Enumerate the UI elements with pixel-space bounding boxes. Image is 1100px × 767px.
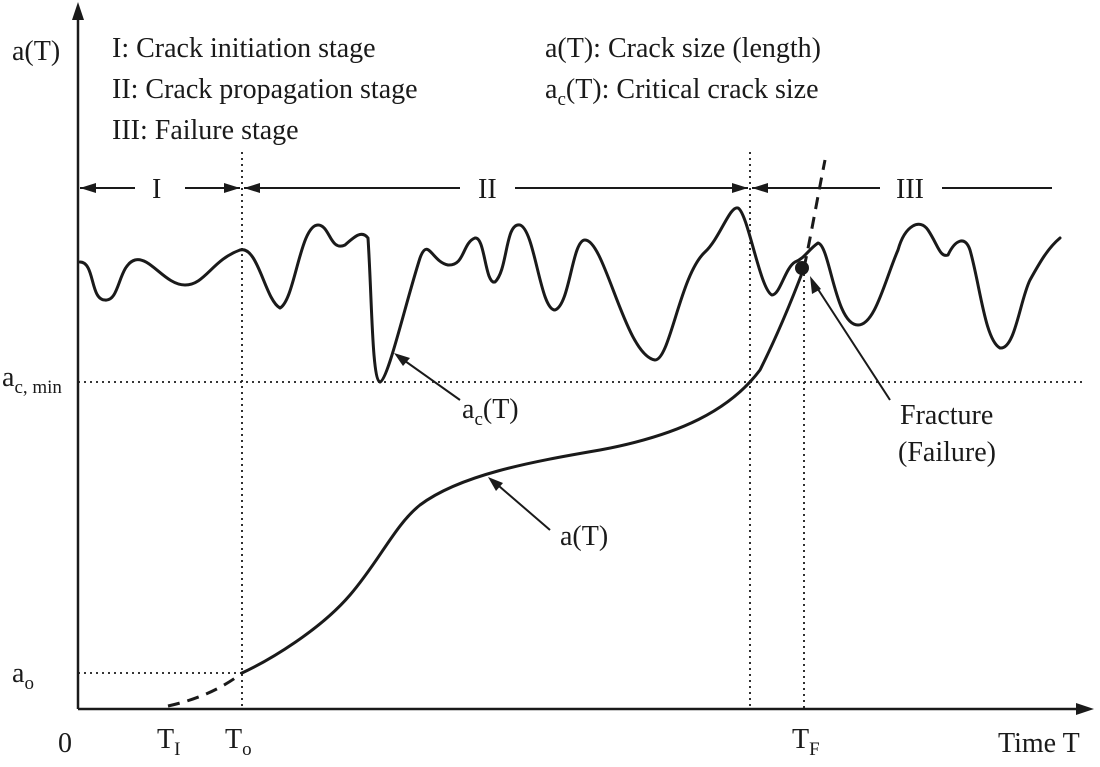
ti-tick-label: TI — [157, 724, 180, 760]
crack-size-curve — [240, 266, 806, 675]
legend-stage-3: III: Failure stage — [112, 115, 299, 146]
failure-point — [795, 261, 809, 275]
reference-lines — [78, 152, 1082, 709]
at-curve-annotation: a(T) — [560, 521, 608, 552]
fracture-pointer-line — [811, 279, 891, 401]
origin-label: 0 — [58, 728, 72, 759]
legend-crack-size: a(T): Crack size (length) — [545, 33, 821, 64]
ac-curve-annotation: ac(T) — [462, 394, 519, 430]
x-axis-arrowhead — [1076, 703, 1094, 715]
stage-ii-label: II — [478, 174, 497, 205]
crack-size-extrapolation-lower — [167, 671, 243, 708]
stage-arrows — [80, 183, 1052, 193]
to-tick-label: To — [225, 724, 252, 760]
annotation-arrows — [394, 276, 891, 531]
stage-i-label: I — [152, 174, 161, 205]
y-axis-label: a(T) — [12, 36, 60, 67]
tf-tick-label: TF — [792, 724, 820, 760]
x-axis-label: Time T — [998, 728, 1080, 759]
ao-tick-label: ao — [12, 658, 34, 694]
y-axis-arrowhead — [72, 2, 84, 20]
fracture-annotation-line2: (Failure) — [898, 437, 996, 468]
ac-pointer-line — [397, 355, 461, 401]
legend-critical-crack-size: ac(T): Critical crack size — [545, 74, 819, 110]
legend-stage-1: I: Crack initiation stage — [112, 33, 376, 64]
stage-iii-label: III — [896, 174, 924, 205]
legend: I: Crack initiation stage II: Crack prop… — [112, 33, 821, 146]
critical-crack-size-curve — [78, 206, 1062, 384]
ac-min-tick-label: ac, min — [2, 362, 62, 398]
legend-stage-2: II: Crack propagation stage — [112, 74, 418, 105]
axes — [72, 2, 1094, 715]
at-pointer-line — [491, 479, 551, 531]
fracture-annotation-line1: Fracture — [900, 400, 993, 431]
